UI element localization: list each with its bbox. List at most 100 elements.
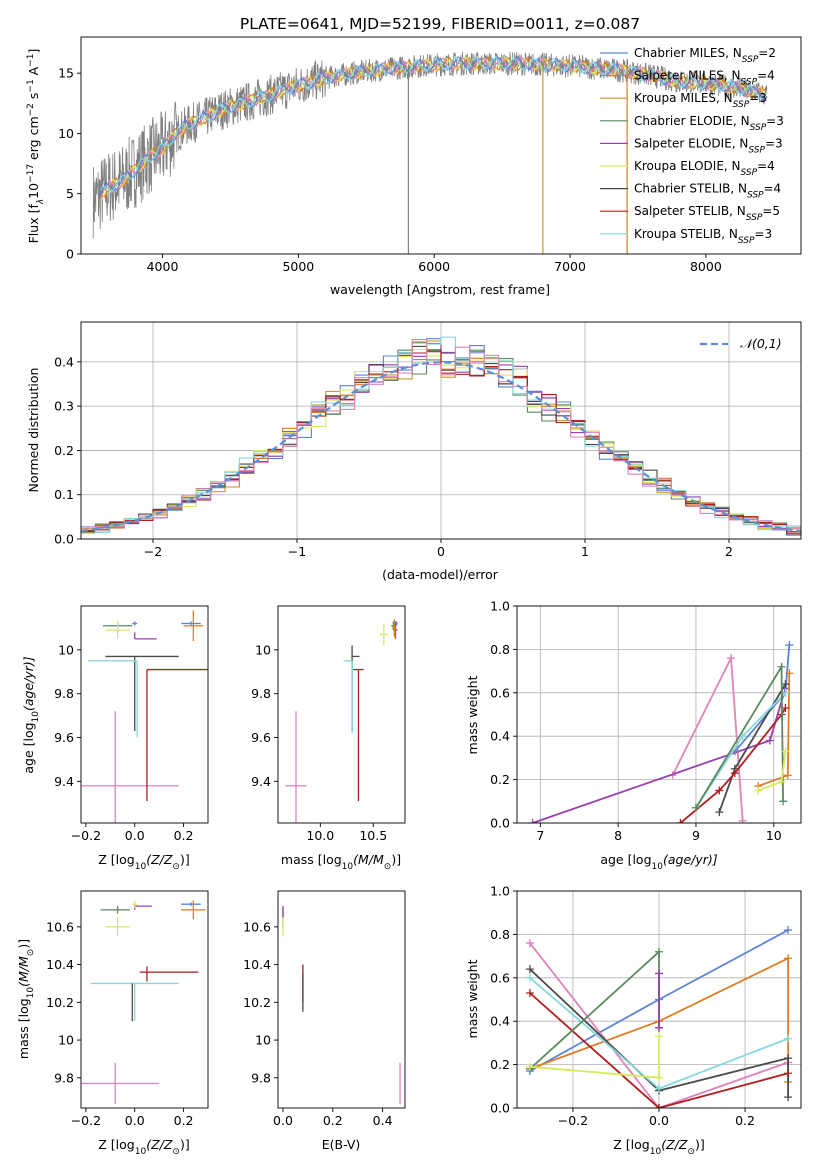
series-marker <box>525 939 534 948</box>
series-marker <box>655 1032 663 1041</box>
error-bar-point <box>90 982 179 1022</box>
series-marker <box>784 926 793 935</box>
x-tick-label: 2 <box>725 544 733 559</box>
y-tick-label: 0.8 <box>490 642 510 657</box>
series-marker <box>785 669 794 678</box>
spectrum-model-line <box>99 55 768 201</box>
x-tick-label: −0.2 <box>71 1113 101 1128</box>
series-marker <box>784 1054 793 1063</box>
y-tick-label: 0.0 <box>490 1101 510 1116</box>
y-tick-label: 9.8 <box>54 1070 74 1085</box>
y-axis-label: Normed distribution <box>26 368 41 493</box>
series-marker <box>715 786 724 795</box>
histogram-series <box>81 339 801 530</box>
panel-age_vs_Z: −0.2 0.0 0.2 9.4 9.6 9.8 10 Z [log10(Z/Z⊙)] age … <box>21 605 209 872</box>
axes-frame <box>516 605 802 824</box>
x-tick-label: 0.2 <box>174 1113 194 1128</box>
y-tick-label: 10.4 <box>46 957 74 972</box>
y-tick-label: 0.6 <box>490 685 510 700</box>
y-tick-label: 0.4 <box>490 729 510 744</box>
series-marker <box>715 808 724 817</box>
series-marker <box>525 988 534 997</box>
series-marker <box>525 965 534 974</box>
series-line <box>529 956 789 1082</box>
y-axis-label: Flux [fλ10−17 erg cm−2 s−1 A−1] <box>26 49 46 244</box>
y-axis-label: mass [log10(M/M⊙)] <box>16 939 36 1059</box>
y-tick-label: 1.0 <box>490 884 510 899</box>
error-bar-point <box>392 619 397 637</box>
y-tick-label: 9.6 <box>251 730 271 745</box>
x-tick-label: 0 <box>437 544 445 559</box>
plot-area <box>81 610 208 823</box>
panel-age_vs_mass: 10.0 10.5 9.4 9.6 9.8 10 mass [log10(M/M⊙)] <box>251 605 406 872</box>
series-line <box>529 992 789 1108</box>
plot-area <box>282 906 401 1105</box>
axes-frame <box>80 36 802 255</box>
y-tick-label: 9.8 <box>54 686 74 701</box>
series-marker <box>655 969 663 978</box>
y-tick-label: 5 <box>66 186 74 201</box>
line-series <box>525 988 793 1108</box>
x-tick-label: 8 <box>614 828 622 843</box>
series-marker <box>777 662 786 671</box>
line-series <box>525 1032 663 1082</box>
error-bar-point <box>105 655 179 731</box>
x-axis-label: (data-model)/error <box>382 567 499 582</box>
y-tick-label: 0.4 <box>54 354 74 369</box>
series-marker <box>691 803 700 812</box>
plot-area <box>81 900 206 1105</box>
legend-entry: Chabrier STELIB, NSSP=4 <box>634 182 781 201</box>
x-tick-label: 10 <box>766 828 782 843</box>
legend-entry: Kroupa STELIB, NSSP=3 <box>634 227 772 246</box>
line-series <box>525 973 793 1093</box>
x-axis-label: Z [log10(Z/Z⊙)] <box>98 852 189 872</box>
spectrum-model-line <box>99 55 768 194</box>
series-marker <box>784 954 793 963</box>
y-tick-label: 0.2 <box>490 772 510 787</box>
legend-entry: Chabrier ELODIE, NSSP=3 <box>634 114 784 133</box>
series-marker <box>754 786 763 795</box>
x-tick-label: −0.2 <box>71 828 101 843</box>
legend-entry: Salpeter STELIB, NSSP=5 <box>634 204 780 223</box>
x-tick-label: 9 <box>692 828 700 843</box>
series-marker <box>781 688 790 697</box>
panel-residual_histogram: −2 −1 0 1 2 0.0 0.1 0.2 0.3 0.4 𝒩(0,1) (data-model)… <box>26 321 802 582</box>
series-marker <box>783 771 792 780</box>
y-tick-label: 0.3 <box>54 399 74 414</box>
spectrum-model-line <box>99 56 768 197</box>
plot-area <box>92 51 768 254</box>
x-tick-label: 0.2 <box>735 1113 755 1128</box>
series-marker <box>528 819 537 823</box>
error-bar-point <box>146 668 208 802</box>
panel-mass_vs_ebv: 0.0 0.2 0.4 9.8 10 10.2 10.4 10.6 E(B-V) <box>243 890 406 1152</box>
series-marker <box>784 1093 793 1102</box>
y-tick-label: 0 <box>66 247 74 262</box>
histogram-series <box>81 336 801 533</box>
y-tick-label: 0.0 <box>54 532 74 547</box>
x-tick-label: 0.0 <box>125 1113 145 1128</box>
error-bar-point <box>134 632 157 640</box>
normal-curve <box>81 361 801 533</box>
y-tick-label: 9.6 <box>54 730 74 745</box>
histogram-series <box>81 351 801 533</box>
legend-entry: 𝒩(0,1) <box>740 336 782 351</box>
series-marker <box>781 680 790 689</box>
x-axis-label: mass [log10(M/M⊙)] <box>281 852 401 872</box>
error-bar-point <box>181 902 201 907</box>
series-marker <box>655 1104 663 1108</box>
y-tick-label: 9.8 <box>251 686 271 701</box>
panel-mass_vs_Z: −0.2 0.0 0.2 9.8 10 10.2 10.4 10.6 Z [log10(Z/Z⊙… <box>16 890 209 1157</box>
x-tick-label: 0.0 <box>273 1113 293 1128</box>
x-tick-label: 8000 <box>690 259 722 274</box>
series-marker <box>777 777 786 786</box>
y-tick-label: 9.4 <box>54 774 74 789</box>
y-tick-label: 10 <box>255 642 271 657</box>
panel-massweight_vs_age: 7 8 9 10 0.0 0.2 0.4 0.6 0.8 1.0 age [log10(age/yr… <box>465 599 802 872</box>
x-tick-label: 7 <box>536 828 544 843</box>
series-marker <box>655 1023 663 1032</box>
series-marker <box>655 1084 663 1093</box>
x-tick-label: 4000 <box>147 259 179 274</box>
y-tick-label: 10 <box>58 642 74 657</box>
